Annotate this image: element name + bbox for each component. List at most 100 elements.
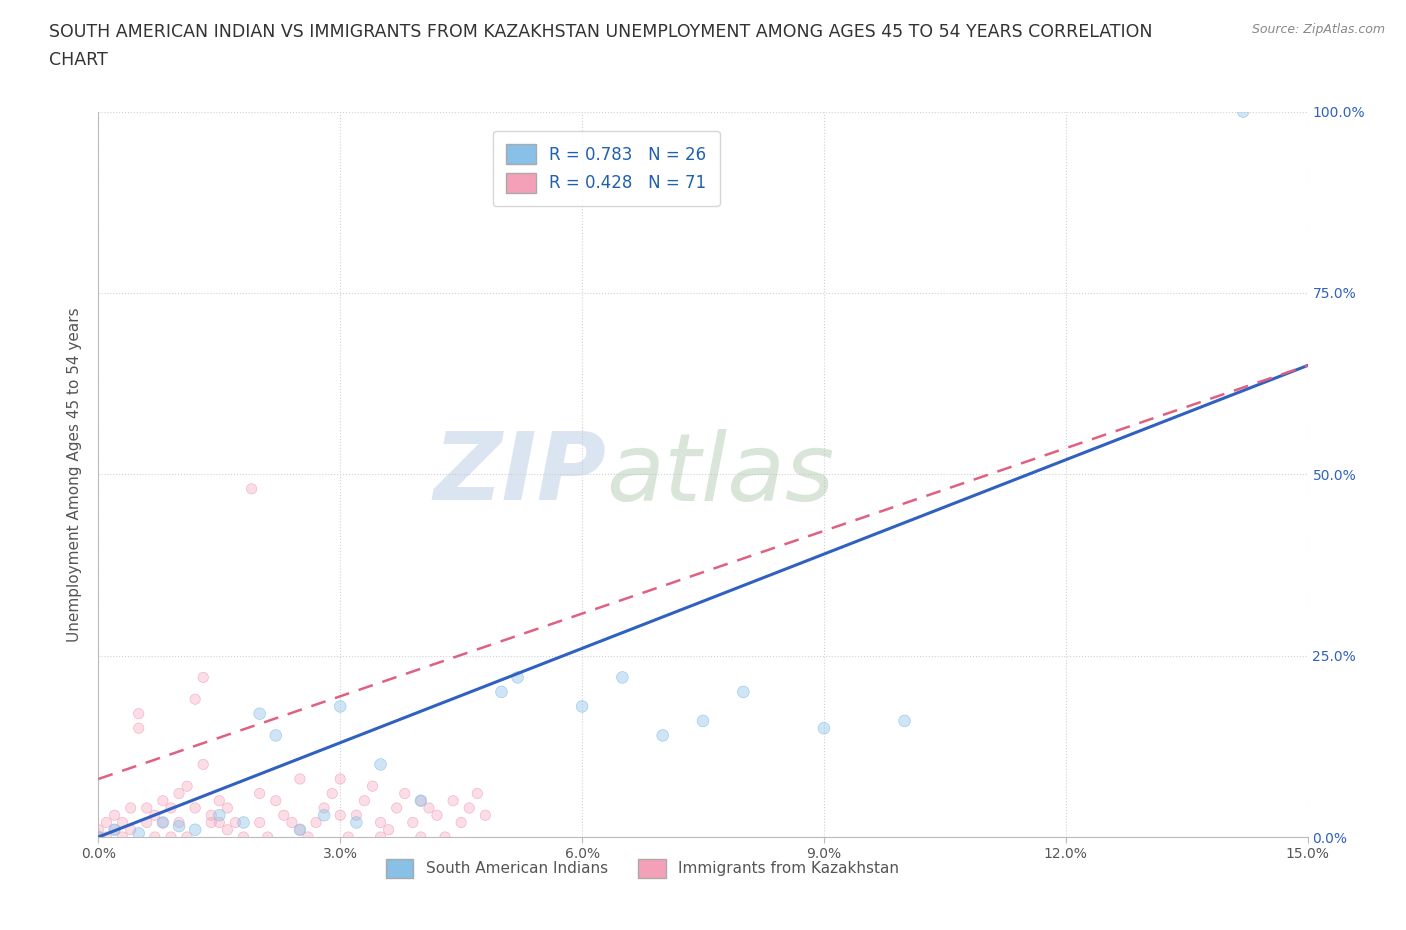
Point bbox=[314, 808, 336, 823]
Point bbox=[651, 728, 673, 743]
Point bbox=[571, 699, 593, 714]
Point bbox=[176, 830, 198, 844]
Point bbox=[184, 822, 207, 837]
Point bbox=[402, 815, 425, 830]
Point bbox=[208, 815, 231, 830]
Point bbox=[281, 815, 304, 830]
Point bbox=[249, 706, 271, 721]
Point bbox=[249, 815, 271, 830]
Point bbox=[184, 692, 207, 707]
Point bbox=[297, 830, 319, 844]
Point bbox=[426, 808, 449, 823]
Point bbox=[264, 728, 287, 743]
Point bbox=[370, 815, 392, 830]
Point bbox=[385, 801, 408, 816]
Text: Source: ZipAtlas.com: Source: ZipAtlas.com bbox=[1251, 23, 1385, 36]
Point bbox=[288, 772, 311, 787]
Point bbox=[450, 815, 472, 830]
Point bbox=[167, 818, 190, 833]
Point bbox=[409, 830, 432, 844]
Point bbox=[167, 786, 190, 801]
Point bbox=[377, 822, 399, 837]
Point bbox=[87, 822, 110, 837]
Point bbox=[353, 793, 375, 808]
Point bbox=[208, 793, 231, 808]
Point bbox=[441, 793, 464, 808]
Point bbox=[128, 721, 150, 736]
Point bbox=[418, 801, 440, 816]
Point bbox=[208, 808, 231, 823]
Point bbox=[305, 815, 328, 830]
Point bbox=[612, 670, 634, 684]
Point bbox=[288, 822, 311, 837]
Point bbox=[176, 778, 198, 793]
Point bbox=[273, 808, 295, 823]
Point bbox=[193, 670, 215, 684]
Point bbox=[329, 699, 352, 714]
Point bbox=[103, 808, 125, 823]
Point bbox=[176, 778, 198, 793]
Point bbox=[329, 772, 352, 787]
Point bbox=[813, 721, 835, 736]
Point bbox=[409, 793, 432, 808]
Point bbox=[87, 830, 110, 844]
Point bbox=[813, 721, 835, 736]
Point bbox=[128, 826, 150, 841]
Point bbox=[409, 830, 432, 844]
Point bbox=[87, 830, 110, 844]
Point bbox=[232, 830, 254, 844]
Point bbox=[491, 684, 513, 699]
Point bbox=[208, 793, 231, 808]
Point bbox=[152, 793, 174, 808]
Point bbox=[1232, 104, 1254, 119]
Point bbox=[1232, 104, 1254, 119]
Point bbox=[87, 830, 110, 844]
Point bbox=[458, 801, 481, 816]
Point bbox=[120, 801, 142, 816]
Point bbox=[87, 830, 110, 844]
Point bbox=[232, 815, 254, 830]
Point bbox=[184, 801, 207, 816]
Point bbox=[249, 786, 271, 801]
Point bbox=[135, 815, 157, 830]
Point bbox=[249, 786, 271, 801]
Point bbox=[344, 815, 367, 830]
Point bbox=[506, 670, 529, 684]
Point bbox=[120, 801, 142, 816]
Point bbox=[96, 815, 118, 830]
Point bbox=[370, 815, 392, 830]
Point bbox=[111, 815, 134, 830]
Point bbox=[314, 801, 336, 816]
Point bbox=[288, 822, 311, 837]
Point bbox=[893, 713, 915, 728]
Point bbox=[96, 830, 118, 844]
Point bbox=[370, 757, 392, 772]
Point bbox=[193, 757, 215, 772]
Point bbox=[135, 815, 157, 830]
Point bbox=[128, 721, 150, 736]
Point bbox=[297, 830, 319, 844]
Point bbox=[103, 822, 125, 837]
Point bbox=[370, 830, 392, 844]
Point bbox=[111, 815, 134, 830]
Point bbox=[200, 808, 222, 823]
Point bbox=[612, 670, 634, 684]
Point bbox=[377, 822, 399, 837]
Point bbox=[232, 815, 254, 830]
Point bbox=[426, 808, 449, 823]
Point bbox=[321, 786, 343, 801]
Point bbox=[160, 801, 183, 816]
Y-axis label: Unemployment Among Ages 45 to 54 years: Unemployment Among Ages 45 to 54 years bbox=[67, 307, 83, 642]
Point bbox=[184, 801, 207, 816]
Point bbox=[111, 830, 134, 844]
Point bbox=[103, 822, 125, 837]
Point bbox=[288, 822, 311, 837]
Text: ZIP: ZIP bbox=[433, 429, 606, 520]
Point bbox=[240, 482, 263, 497]
Point bbox=[160, 830, 183, 844]
Point bbox=[232, 830, 254, 844]
Point bbox=[434, 830, 457, 844]
Point bbox=[394, 786, 416, 801]
Text: CHART: CHART bbox=[49, 51, 108, 69]
Point bbox=[208, 815, 231, 830]
